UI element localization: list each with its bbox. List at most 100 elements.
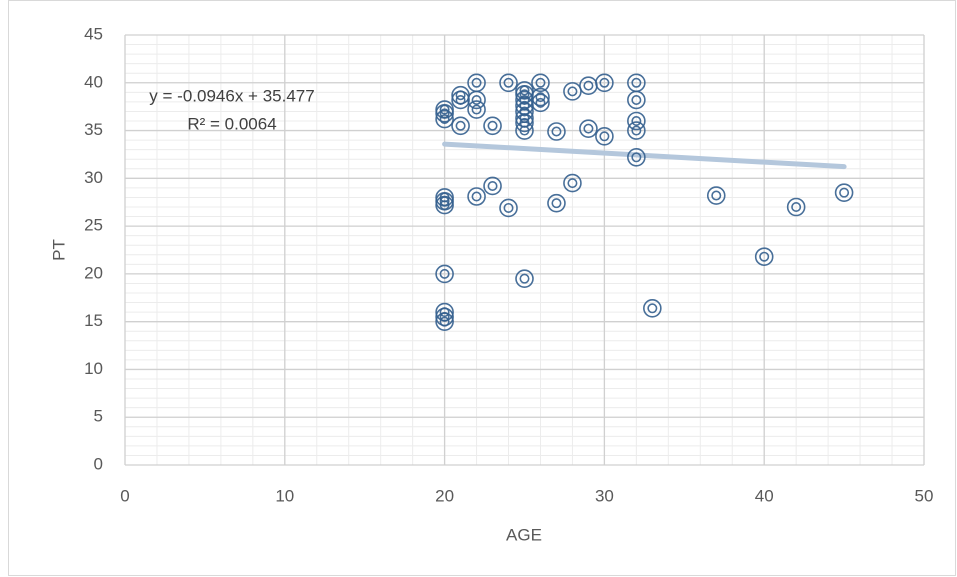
point-ring — [439, 200, 450, 211]
point-ring — [647, 303, 658, 314]
point-ring — [627, 121, 646, 140]
y-tick-label: 30 — [84, 168, 103, 187]
point — [435, 104, 454, 123]
point-ring — [791, 202, 802, 213]
y-tick-label: 15 — [84, 311, 103, 330]
x-tick-label: 10 — [275, 486, 294, 505]
y-tick-label: 0 — [94, 454, 103, 473]
point — [435, 312, 454, 331]
point — [515, 269, 534, 288]
point-ring — [499, 198, 518, 218]
point — [499, 198, 518, 218]
point — [483, 176, 502, 196]
point — [531, 73, 550, 93]
x-tick-label: 50 — [915, 486, 934, 505]
y-tick-label: 5 — [94, 407, 103, 426]
point — [627, 148, 646, 167]
x-tick-label: 40 — [755, 486, 774, 505]
point-ring — [515, 269, 534, 288]
point-ring — [631, 94, 642, 105]
point-ring — [599, 77, 610, 88]
x-axis-label: AGE — [506, 525, 542, 544]
point-ring — [467, 187, 486, 206]
point-ring — [439, 114, 450, 125]
point-ring — [471, 77, 482, 88]
point — [627, 111, 646, 131]
point — [786, 197, 806, 217]
point-ring — [439, 268, 450, 279]
y-tick-label: 20 — [84, 263, 103, 282]
y-tick-label: 25 — [84, 216, 103, 235]
point-ring — [754, 247, 774, 266]
y-tick-label: 35 — [84, 120, 103, 139]
point-ring — [455, 120, 466, 131]
point — [706, 186, 726, 205]
point-ring — [631, 125, 642, 136]
point-ring — [547, 193, 566, 213]
point — [563, 82, 582, 101]
point-ring — [467, 100, 486, 119]
point-ring — [435, 195, 454, 215]
point — [579, 119, 598, 138]
point-ring — [439, 316, 450, 327]
point-ring — [483, 176, 502, 196]
point — [435, 264, 454, 284]
point — [467, 100, 486, 119]
point-ring — [515, 102, 534, 121]
point — [499, 73, 518, 93]
point-ring — [467, 90, 486, 110]
point — [531, 93, 550, 113]
point-ring — [579, 119, 598, 138]
point — [451, 116, 470, 136]
point-ring — [551, 198, 562, 209]
point — [467, 187, 486, 206]
point-ring — [627, 90, 646, 110]
point-ring — [503, 202, 514, 213]
point — [435, 109, 454, 129]
point-ring — [519, 125, 530, 136]
point — [435, 195, 454, 215]
point-ring — [439, 108, 450, 119]
point-ring — [471, 104, 482, 115]
x-tick-label: 20 — [435, 486, 454, 505]
point-ring — [706, 186, 726, 205]
point-ring — [455, 94, 466, 105]
point-ring — [547, 122, 566, 141]
point — [547, 122, 566, 141]
point-ring — [583, 80, 594, 91]
point-ring — [519, 273, 530, 284]
point-ring — [499, 73, 518, 93]
point-ring — [535, 92, 546, 103]
point-ring — [583, 123, 594, 134]
trendline-equation: y = -0.0946x + 35.477 — [149, 86, 314, 105]
point-ring — [451, 116, 470, 136]
point-ring — [519, 94, 530, 105]
point-ring — [599, 131, 610, 142]
y-tick-label: 45 — [84, 24, 103, 43]
point — [754, 247, 774, 266]
point-ring — [515, 121, 534, 140]
point — [643, 298, 662, 318]
point-ring — [786, 197, 806, 217]
point — [531, 87, 550, 107]
point-ring — [567, 86, 578, 97]
y-tick-label: 10 — [84, 359, 103, 378]
point-ring — [435, 312, 454, 331]
point-ring — [631, 77, 642, 88]
point-ring — [531, 73, 550, 93]
point — [451, 90, 470, 110]
point-ring — [595, 126, 614, 146]
point-ring — [531, 87, 550, 107]
point-ring — [435, 109, 454, 129]
point — [483, 116, 502, 136]
point-ring — [839, 187, 850, 198]
point-ring — [519, 89, 530, 100]
y-tick-label: 40 — [84, 72, 103, 91]
point-ring — [451, 90, 470, 110]
x-tick-label: 30 — [595, 486, 614, 505]
point — [834, 183, 854, 202]
trendline-r-squared: R² = 0.0064 — [187, 114, 276, 133]
point-ring — [643, 298, 662, 318]
point-ring — [567, 178, 578, 189]
point-ring — [631, 152, 642, 163]
